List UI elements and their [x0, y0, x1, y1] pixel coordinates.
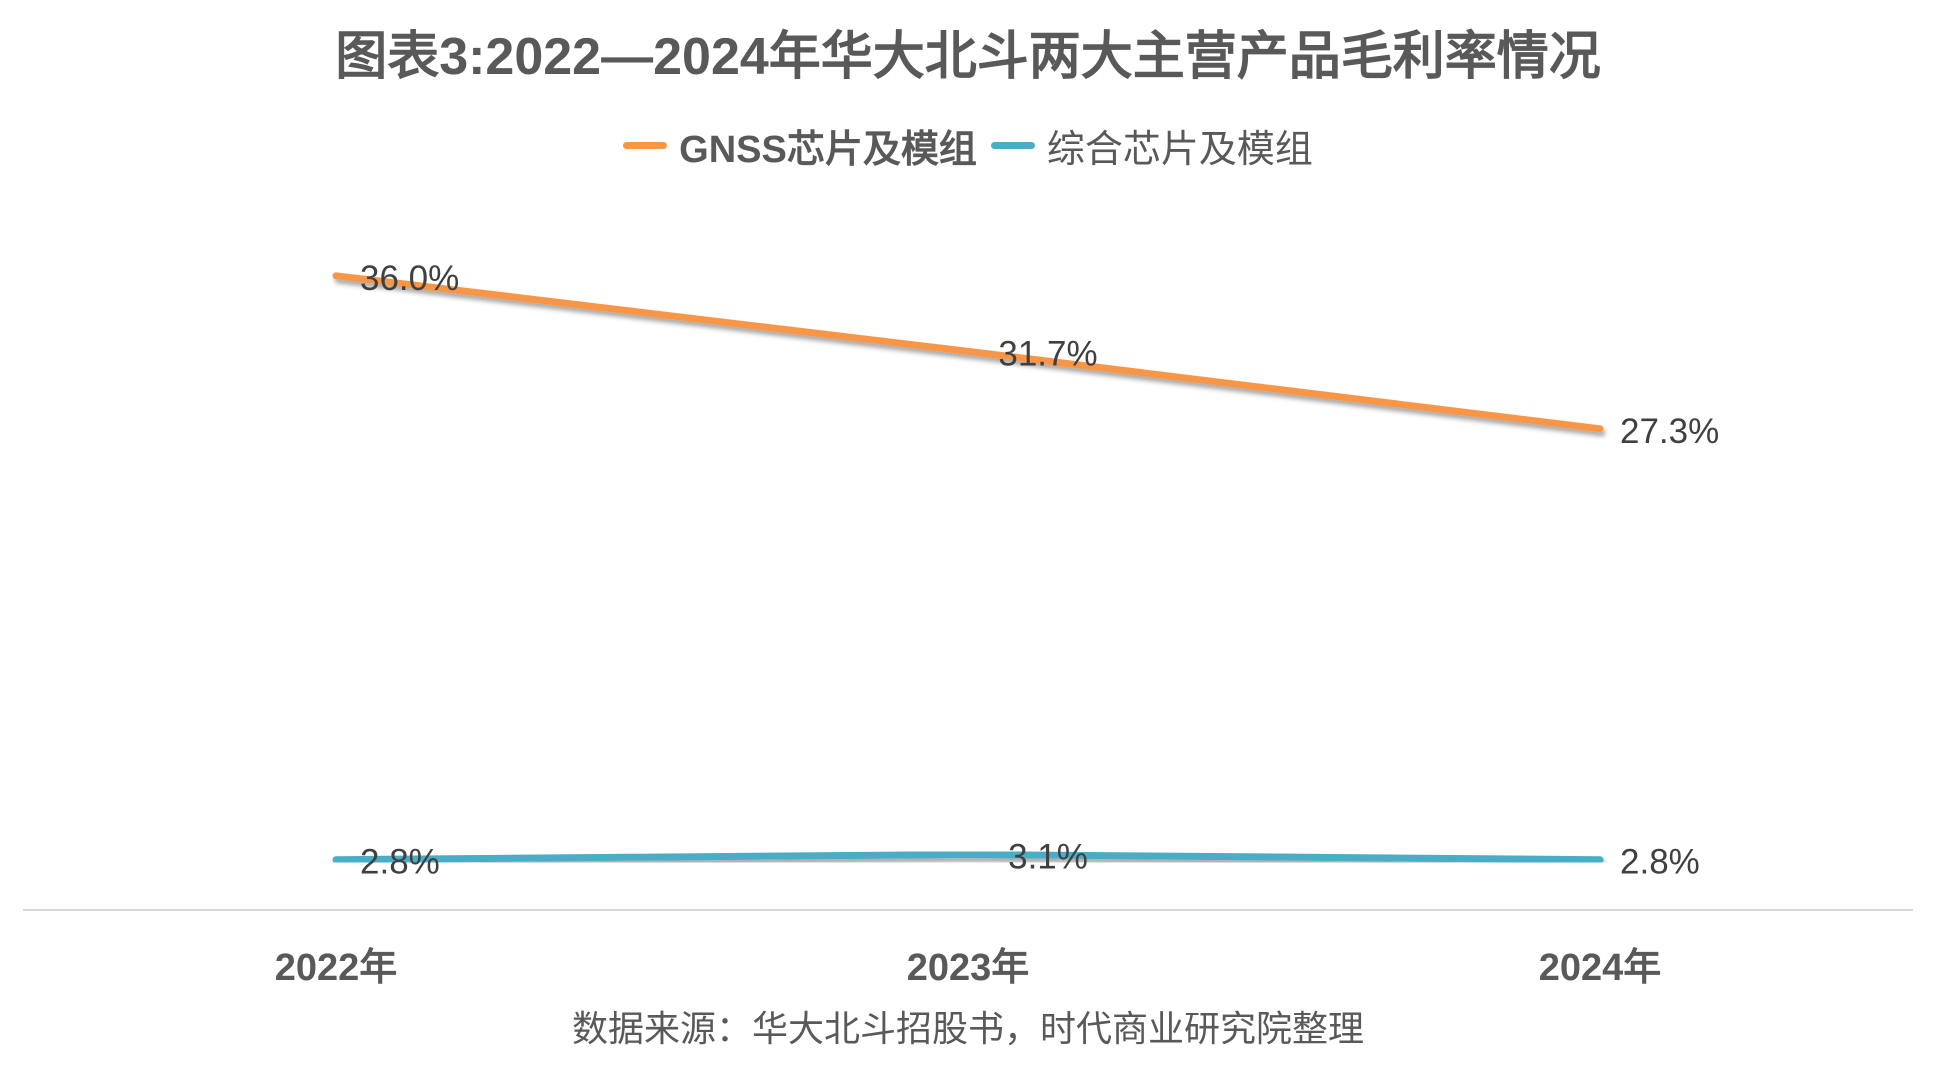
legend-label-gnss: GNSS芯片及模组 — [679, 129, 977, 171]
data-label: 3.1% — [1008, 838, 1088, 877]
data-label: 2.8% — [1620, 843, 1700, 882]
legend: GNSS芯片及模组 综合芯片及模组 — [0, 118, 1936, 173]
source-note: 数据来源：华大北斗招股书，时代商业研究院整理 — [571, 1009, 1364, 1050]
legend-label-integrated: 综合芯片及模组 — [1046, 129, 1313, 171]
x-tick-label: 2022年 — [275, 947, 398, 989]
data-label: 36.0% — [360, 259, 459, 298]
data-label: 2.8% — [360, 843, 440, 882]
x-tick-label: 2024年 — [1539, 947, 1662, 989]
series-line-1 — [332, 851, 1604, 864]
data-label: 31.7% — [998, 334, 1097, 373]
chart-title: 图表3:2022—2024年华大北斗两大主营产品毛利率情况 — [335, 28, 1601, 86]
legend-swatch-integrated — [990, 142, 1035, 149]
legend-swatch-gnss — [623, 142, 668, 149]
legend-item-integrated[interactable]: 综合芯片及模组 — [990, 118, 1313, 173]
data-label: 27.3% — [1620, 412, 1719, 451]
series-line-0 — [332, 272, 1604, 433]
legend-item-gnss[interactable]: GNSS芯片及模组 — [623, 118, 977, 173]
x-tick-label: 2023年 — [907, 947, 1030, 989]
